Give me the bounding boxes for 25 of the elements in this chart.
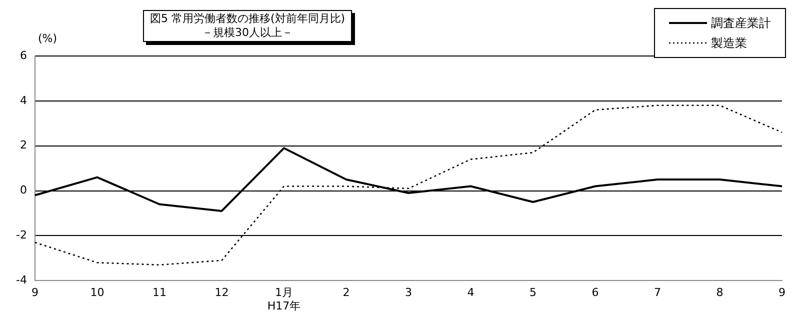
x-tick-label: 2 — [342, 286, 350, 300]
x-tick-label: 7 — [654, 286, 661, 300]
y-tick-label: 4 — [20, 94, 27, 107]
y-tick-label: 6 — [20, 48, 27, 62]
x-tick-label: 6 — [592, 286, 599, 300]
y-tick-label: -2 — [16, 228, 27, 242]
x-tick-label: 11 — [152, 286, 166, 300]
legend-label: 調査産業計 — [711, 14, 771, 32]
legend-label: 製造業 — [711, 34, 747, 52]
chart-title: 図5 常用労働者数の推移(対前年同月比) — [150, 12, 346, 26]
y-tick-label: 0 — [20, 184, 27, 197]
x-tick-label: 12 — [214, 286, 229, 300]
x-tick-label: 4 — [467, 286, 474, 300]
x-tick-label: 9 — [778, 286, 786, 300]
x-tick-label: 9 — [31, 286, 38, 300]
y-tick-label: 2 — [20, 138, 27, 152]
x-tick-label: 3 — [404, 286, 412, 300]
x-tick-label: 5 — [529, 286, 536, 300]
y-tick-label: -4 — [16, 273, 27, 286]
x-tick-label: 1月 H17年 — [267, 286, 301, 312]
chart-subtitle: －規模30人以上－ — [201, 26, 294, 40]
x-tick-label: 10 — [90, 286, 104, 300]
x-tick-label: 8 — [716, 286, 724, 300]
line-series — [34, 104, 783, 266]
y-axis-title: (%) — [38, 32, 58, 45]
